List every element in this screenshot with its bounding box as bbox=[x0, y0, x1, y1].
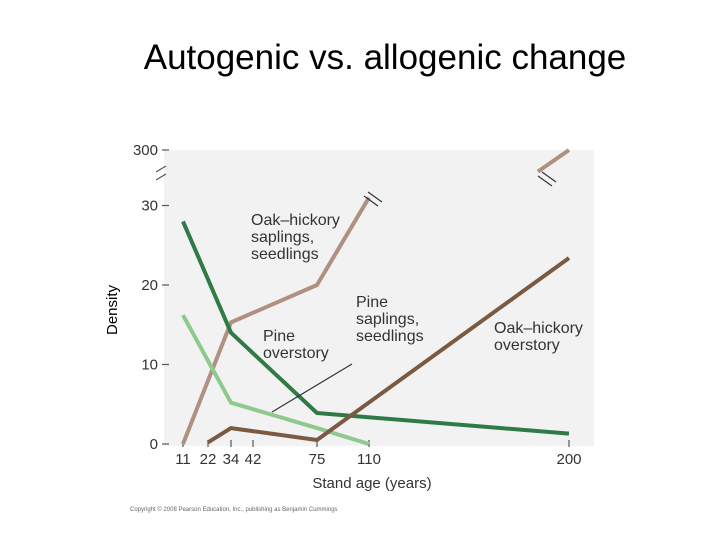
y-tick-label: 20 bbox=[141, 277, 158, 294]
x-axis-label: Stand age (years) bbox=[312, 475, 431, 492]
series-label: Pine bbox=[263, 328, 295, 345]
x-tick-label: 42 bbox=[245, 451, 262, 468]
leader-line bbox=[271, 363, 353, 413]
series-line bbox=[181, 196, 371, 445]
y-tick-label: 10 bbox=[141, 357, 158, 374]
y-tick-label: 300 bbox=[133, 142, 158, 159]
series-break-mark bbox=[363, 195, 379, 207]
series-break-mark bbox=[541, 171, 557, 183]
series-break-mark bbox=[537, 175, 553, 187]
series-label: overstory bbox=[263, 345, 329, 362]
series-line bbox=[181, 220, 570, 436]
series-label: seedlings bbox=[251, 246, 319, 263]
series-line bbox=[181, 314, 370, 446]
x-tick-label: 11 bbox=[175, 451, 191, 468]
series-label: seedlings bbox=[356, 328, 424, 345]
x-tick-label: 34 bbox=[223, 451, 240, 468]
y-axis-break-mark bbox=[155, 173, 167, 181]
x-tick-label: 110 bbox=[357, 451, 381, 468]
x-tick-label: 75 bbox=[309, 451, 326, 468]
slide-title: Autogenic vs. allogenic change bbox=[143, 38, 627, 77]
series-label: saplings, bbox=[356, 311, 419, 328]
series-label: Oak–hickory bbox=[494, 320, 583, 337]
copyright-notice: Copyright © 2008 Pearson Education, Inc.… bbox=[130, 507, 338, 513]
series-label: saplings, bbox=[251, 229, 314, 246]
series-line-continuation bbox=[536, 148, 571, 174]
y-axis-break-mark bbox=[155, 165, 167, 173]
series-line bbox=[206, 256, 571, 445]
series-break-mark bbox=[367, 191, 383, 203]
x-tick-label: 200 bbox=[556, 451, 581, 468]
y-tick-label: 0 bbox=[150, 436, 158, 453]
x-tick-label: 22 bbox=[200, 451, 217, 468]
series-label: Oak–hickory bbox=[251, 212, 340, 229]
series-label: Pine bbox=[356, 294, 388, 311]
y-tick-label: 30 bbox=[141, 198, 158, 215]
series-label: overstory bbox=[494, 337, 560, 354]
